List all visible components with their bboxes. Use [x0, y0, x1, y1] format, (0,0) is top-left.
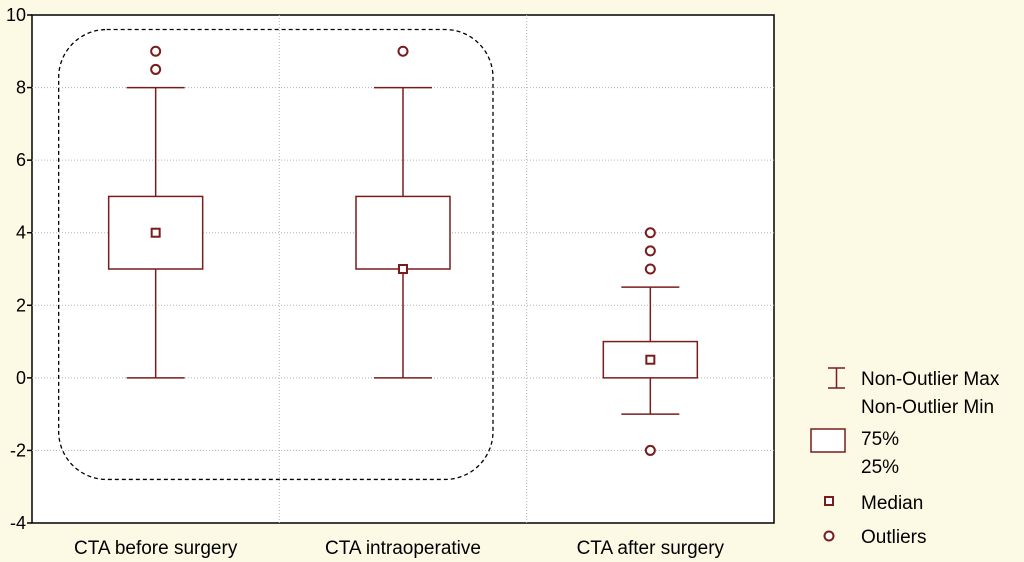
legend-box-top-label: 75% — [861, 429, 899, 450]
y-tick-label: 2 — [16, 295, 26, 315]
y-axis: 10 8 6 4 2 0 -2 -4 — [6, 5, 32, 533]
outlier-point — [644, 227, 656, 239]
legend-outlier-symbol — [823, 530, 835, 542]
y-tick-label: -2 — [10, 440, 26, 460]
box-2 — [355, 45, 451, 379]
y-tick-label: 6 — [16, 150, 26, 170]
boxes — [107, 45, 699, 456]
outlier-point — [150, 45, 162, 57]
legend-median-label: Median — [861, 493, 923, 514]
outlier-point — [644, 245, 656, 257]
legend-whisker-symbol — [828, 367, 845, 389]
outlier-point — [644, 263, 656, 275]
legend-whisker-max-label: Non-Outlier Max — [861, 369, 1000, 390]
highlight-group-outline — [58, 28, 494, 481]
legend: Non-Outlier Max Non-Outlier Min 75% 25% … — [810, 367, 1000, 548]
legend-box-symbol — [810, 428, 846, 453]
median-marker — [150, 227, 161, 238]
outlier-point — [397, 45, 409, 57]
legend-whisker-min-label: Non-Outlier Min — [861, 397, 994, 418]
y-tick-label: 8 — [16, 78, 26, 98]
median-marker — [645, 354, 656, 365]
iqr-box — [355, 195, 451, 270]
legend-outliers-label: Outliers — [861, 527, 926, 548]
outlier-point — [150, 63, 162, 75]
category-label: CTA intraoperative — [325, 538, 481, 559]
x-axis: CTA before surgery CTA intraoperative CTA … — [74, 538, 725, 559]
category-label: CTA after surgery — [577, 538, 725, 559]
legend-box-bottom-label: 25% — [861, 457, 899, 478]
category-label: CTA before surgery — [74, 538, 238, 559]
median-marker — [398, 264, 408, 274]
y-tick-label: 4 — [16, 223, 26, 243]
y-tick-label: 10 — [6, 5, 26, 25]
box-3 — [602, 227, 699, 456]
outlier-point — [644, 444, 656, 456]
y-tick-label: -4 — [10, 513, 26, 533]
y-tick-label: 0 — [16, 368, 26, 388]
legend-median-symbol — [824, 496, 834, 506]
box-1 — [107, 45, 204, 379]
